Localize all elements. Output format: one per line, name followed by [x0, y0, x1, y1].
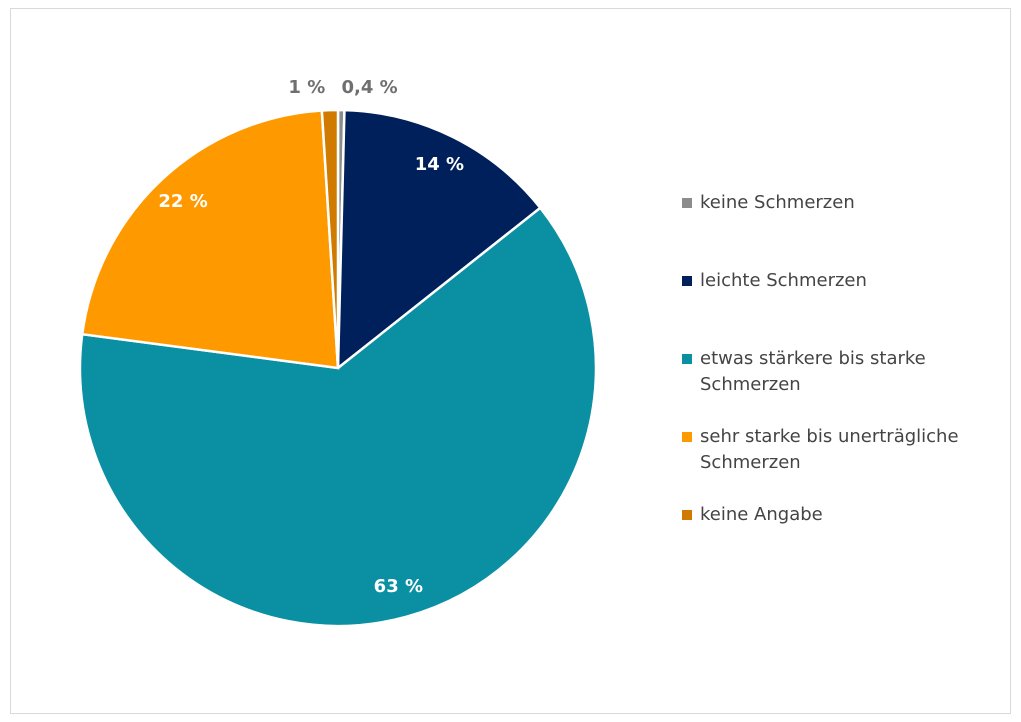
legend-label: leichte Schmerzen	[700, 270, 867, 291]
legend-label: etwas stärkere bis starke Schmerzen	[700, 348, 926, 395]
legend-label: keine Schmerzen	[700, 192, 855, 213]
legend-label: keine Angabe	[700, 504, 823, 525]
data-label: 0,4 %	[342, 77, 398, 98]
legend: keine Schmerzen leichte Schmerzen etwas st…	[680, 190, 1010, 580]
pie-slice	[80, 109, 340, 370]
legend-label: sehr starke bis unerträgliche Schmerzen	[700, 426, 959, 473]
pie-slice	[336, 108, 543, 371]
pie-slice	[78, 206, 598, 628]
legend-item: keine Schmerzen	[680, 190, 1010, 268]
data-label: 1 %	[288, 77, 325, 98]
data-label: 22 %	[158, 191, 207, 212]
frame	[10, 8, 1011, 714]
legend-item: leichte Schmerzen	[680, 268, 1010, 346]
pie-slice	[320, 108, 340, 369]
legend-swatch	[682, 354, 692, 364]
legend-item: etwas stärkere bis starke Schmerzen	[680, 346, 1010, 424]
data-label: 63 %	[374, 576, 423, 597]
data-label: 14 %	[415, 154, 464, 175]
legend-item: keine Angabe	[680, 502, 1010, 580]
legend-swatch	[682, 510, 692, 520]
legend-swatch	[682, 432, 692, 442]
legend-swatch	[682, 276, 692, 286]
legend-swatch	[682, 198, 692, 208]
legend-item: sehr starke bis unerträgliche Schmerzen	[680, 424, 1010, 502]
